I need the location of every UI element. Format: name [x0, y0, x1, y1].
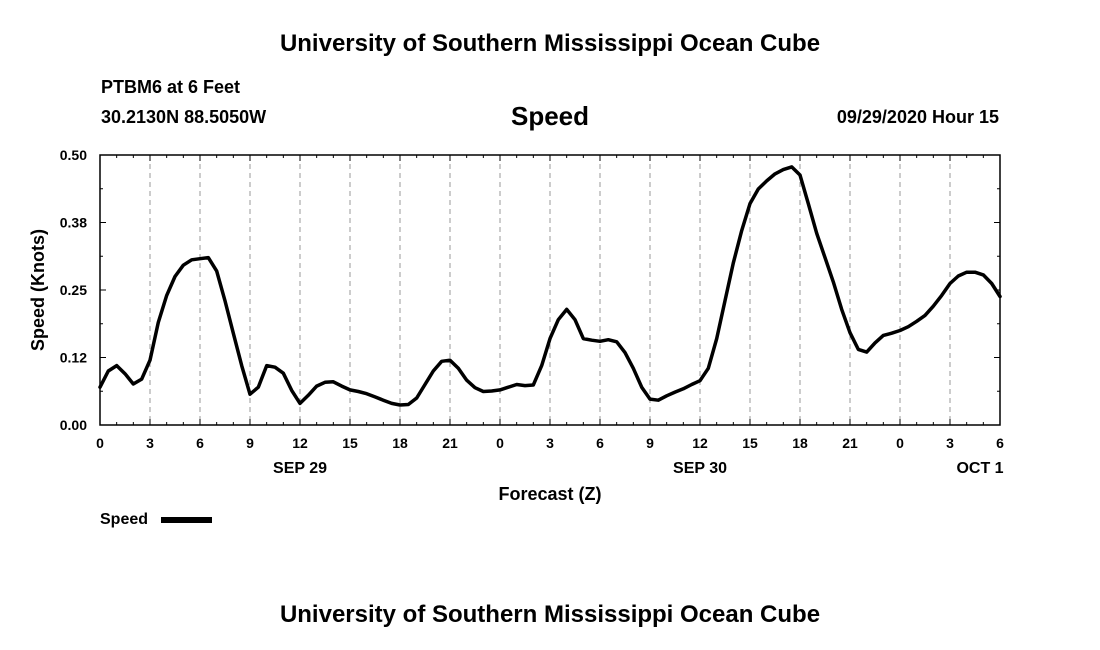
x-tick-label: 21: [442, 435, 458, 451]
y-tick-label: 0.00: [60, 417, 87, 433]
x-tick-label: 15: [742, 435, 758, 451]
x-tick-label: 15: [342, 435, 358, 451]
y-axis-title: Speed (Knots): [28, 229, 48, 351]
y-tick-label: 0.25: [60, 282, 87, 298]
date-label: SEP 30: [673, 460, 727, 477]
y-tick-label: 0.38: [60, 215, 87, 231]
x-tick-label: 3: [546, 435, 554, 451]
y-tick-label: 0.50: [60, 147, 87, 163]
x-tick-label: 0: [896, 435, 904, 451]
x-tick-label: 9: [646, 435, 654, 451]
footer-title: University of Southern Mississippi Ocean…: [279, 601, 821, 628]
series-line-speed: [98, 165, 1002, 407]
x-tick-label: 12: [692, 435, 708, 451]
x-tick-label: 12: [292, 435, 308, 451]
station-label: PTBM6 at 6 Feet: [101, 77, 241, 97]
x-tick-label: 18: [792, 435, 808, 451]
chart-title: Speed: [510, 101, 590, 131]
date-label: OCT 1: [956, 460, 1003, 477]
x-tick-label: 18: [392, 435, 408, 451]
x-tick-label: 6: [596, 435, 604, 451]
x-tick-label: 6: [196, 435, 204, 451]
legend-label: Speed: [100, 511, 148, 528]
timestamp-label: 09/29/2020 Hour 15: [836, 107, 999, 127]
x-tick-label: 3: [146, 435, 154, 451]
x-tick-label: 0: [496, 435, 504, 451]
x-tick-label: 21: [842, 435, 858, 451]
page-title: University of Southern Mississippi Ocean…: [279, 30, 821, 57]
x-tick-label: 6: [996, 435, 1004, 451]
date-label: SEP 29: [273, 460, 327, 477]
x-tick-label: 3: [946, 435, 954, 451]
x-axis-title: Forecast (Z): [498, 484, 601, 504]
x-tick-label: 9: [246, 435, 254, 451]
coordinates-label: 30.2130N 88.5050W: [101, 107, 267, 127]
y-tick-label: 0.12: [60, 350, 87, 366]
x-tick-label: 0: [96, 435, 104, 451]
